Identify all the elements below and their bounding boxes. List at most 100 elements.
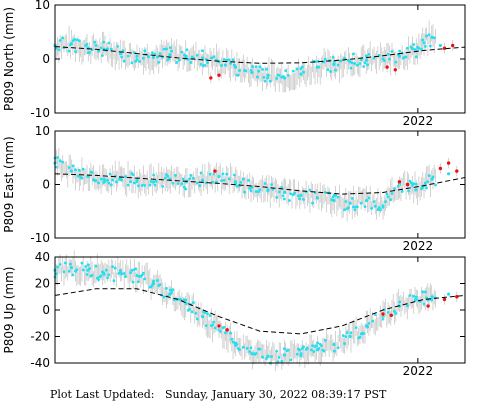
cloud-point [81,268,85,272]
cloud-point [389,198,393,202]
y-tick-label: 10 [35,0,50,12]
data-point [430,35,434,40]
data-point [86,268,90,272]
cloud-point [343,56,346,60]
cloud-point [107,41,111,45]
cloud-point [386,195,390,199]
cloud-point [162,295,166,299]
cloud-point [115,180,118,184]
cloud-point [300,65,304,69]
cloud-point [235,184,239,188]
cloud-point [134,267,138,271]
cloud-point [220,179,223,183]
cloud-point [423,45,427,48]
cloud-point [67,166,71,169]
cloud-point [109,183,113,187]
cloud-point [398,300,402,304]
data-point [119,271,123,275]
cloud-point [112,279,116,283]
cloud-point [71,273,75,277]
cloud-point [153,52,157,56]
data-point [422,41,426,45]
cloud-point [288,199,291,202]
data-point [102,272,106,276]
cloud-point [162,47,166,51]
cloud-point [256,75,259,79]
recent-point [446,161,451,165]
cloud-point [295,352,299,356]
y-tick-label: -40 [30,356,50,370]
cloud-point [75,38,79,42]
cloud-point [225,172,229,176]
data-point [69,42,73,46]
cloud-point [88,51,91,54]
cloud-point [222,58,226,61]
data-point [151,55,155,59]
cloud-point [194,311,198,315]
cloud-point [75,268,79,272]
cloud-point [386,52,390,56]
cloud-point [122,272,126,275]
cloud-point [336,63,340,67]
recent-point [438,166,443,171]
data-point [315,348,319,352]
cloud-point [386,311,390,314]
cloud-point [263,182,267,185]
cloud-point [249,346,253,350]
cloud-point [212,55,216,59]
cloud-point [355,63,359,67]
cloud-point [203,63,207,67]
cloud-point [206,61,209,64]
cloud-point [77,168,81,172]
cloud-point [158,52,162,56]
data-point [135,54,139,58]
data-point [381,57,385,61]
cloud-point [143,183,147,187]
cloud-point [163,176,167,180]
data-point [102,177,106,181]
cloud-point [232,173,236,177]
cloud-point [80,261,84,265]
cloud-point [168,46,172,50]
cloud-point [367,196,371,200]
y-tick-label: -20 [30,330,50,344]
cloud-point [166,174,170,178]
cloud-point [398,49,402,53]
cloud-point [390,192,394,195]
cloud-point [247,178,250,182]
cloud-point [94,264,98,268]
up-panel: 40 20 0 -20 -40 2022 P809 Up (mm) [2,250,466,378]
cloud-point [131,173,135,177]
cloud-point [248,350,252,354]
data-point [299,352,303,356]
cloud-point [282,347,286,351]
data-point [430,295,434,299]
cloud-point [188,177,191,181]
y-tick-label: 0 [42,178,50,192]
cloud-point [227,58,231,62]
cloud-point [298,197,302,201]
cloud-point [97,181,100,185]
cloud-point [211,180,214,184]
cloud-point [181,177,185,181]
cloud-point [238,69,241,72]
cloud-point [174,173,177,177]
cloud-point [297,194,300,198]
cloud-point [316,60,320,63]
cloud-point [106,276,109,280]
cloud-point [372,200,376,204]
cloud-point [275,76,279,80]
cloud-point [367,52,371,56]
cloud-point [77,39,81,43]
cloud-point [341,334,345,337]
data-point [299,72,303,76]
cloud-point [257,69,261,73]
cloud-point [334,194,337,197]
cloud-point [258,188,262,192]
cloud-point [54,165,58,169]
cloud-point [171,181,175,185]
cloud-point [97,278,100,282]
cloud-point [177,58,181,62]
cloud-point [281,194,285,198]
